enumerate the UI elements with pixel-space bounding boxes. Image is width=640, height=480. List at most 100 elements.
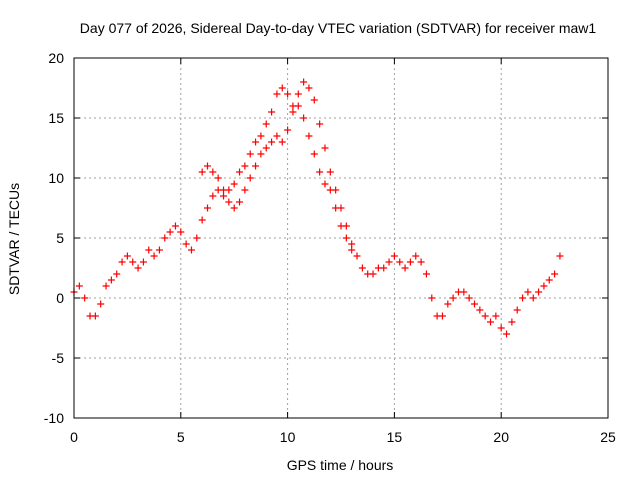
- data-point: [171, 222, 179, 230]
- data-point: [161, 234, 169, 242]
- data-point: [75, 282, 83, 290]
- data-point: [508, 318, 516, 326]
- data-point: [252, 162, 260, 170]
- data-point: [348, 240, 356, 248]
- grid-lines: [74, 58, 608, 418]
- data-point: [545, 276, 553, 284]
- data-point: [316, 120, 324, 128]
- data-point: [487, 318, 495, 326]
- data-point: [81, 294, 89, 302]
- data-point: [113, 270, 121, 278]
- y-tick-label: 0: [56, 290, 64, 306]
- data-point: [145, 246, 153, 254]
- x-tick-label: 10: [280, 429, 296, 445]
- data-point: [155, 246, 163, 254]
- data-point: [129, 258, 137, 266]
- data-point: [310, 96, 318, 104]
- data-point: [519, 294, 527, 302]
- y-axis-label: SDTVAR / TECUs: [6, 183, 22, 295]
- data-point: [428, 294, 436, 302]
- x-axis-label: GPS time / hours: [287, 457, 394, 473]
- data-point: [284, 90, 292, 98]
- data-point: [118, 258, 126, 266]
- data-point: [406, 258, 414, 266]
- data-point: [438, 312, 446, 320]
- data-point: [187, 246, 195, 254]
- x-tick-label: 0: [70, 429, 78, 445]
- data-point: [139, 258, 147, 266]
- series-group: [198, 102, 356, 254]
- data-point: [513, 306, 521, 314]
- data-point: [497, 324, 505, 332]
- data-point: [230, 204, 238, 212]
- y-tick-label: 20: [48, 50, 64, 66]
- data-point: [294, 102, 302, 110]
- data-point: [278, 84, 286, 92]
- data-point: [198, 216, 206, 224]
- y-tick-label: -5: [52, 350, 65, 366]
- data-point: [337, 222, 345, 230]
- data-point: [524, 288, 532, 296]
- data-point: [300, 78, 308, 86]
- data-point: [214, 174, 222, 182]
- data-point: [289, 108, 297, 116]
- data-point: [252, 138, 260, 146]
- data-point: [353, 252, 361, 260]
- data-point: [273, 90, 281, 98]
- data-point: [294, 90, 302, 98]
- data-point: [417, 258, 425, 266]
- data-point: [236, 168, 244, 176]
- data-point: [465, 294, 473, 302]
- data-point: [257, 150, 265, 158]
- y-tick-label: 5: [56, 230, 64, 246]
- y-tick-label: -10: [44, 410, 64, 426]
- data-point: [262, 144, 270, 152]
- data-point: [358, 264, 366, 272]
- data-point: [551, 270, 559, 278]
- data-point: [321, 144, 329, 152]
- x-tick-label: 15: [387, 429, 403, 445]
- data-point: [220, 192, 228, 200]
- data-point: [326, 186, 334, 194]
- x-tick-label: 25: [600, 429, 616, 445]
- data-point: [342, 234, 350, 242]
- data-point: [284, 126, 292, 134]
- data-point: [444, 300, 452, 308]
- data-point: [535, 288, 543, 296]
- data-point: [241, 186, 249, 194]
- series-group: [70, 78, 564, 338]
- data-point: [380, 264, 388, 272]
- y-tick-label: 15: [48, 110, 64, 126]
- data-point: [460, 288, 468, 296]
- data-point: [385, 258, 393, 266]
- data-point: [332, 204, 340, 212]
- data-point: [102, 282, 110, 290]
- data-point: [305, 84, 313, 92]
- data-points: [70, 78, 564, 338]
- data-point: [177, 228, 185, 236]
- chart-title: Day 077 of 2026, Sidereal Day-to-day VTE…: [80, 20, 597, 36]
- data-point: [401, 264, 409, 272]
- data-point: [390, 252, 398, 260]
- data-point: [300, 114, 308, 122]
- data-point: [471, 300, 478, 308]
- data-point: [396, 258, 404, 266]
- data-point: [481, 312, 489, 320]
- data-point: [193, 234, 201, 242]
- y-tick-label: 10: [48, 170, 64, 186]
- data-point: [107, 276, 115, 284]
- data-point: [321, 180, 329, 188]
- x-tick-label: 20: [493, 429, 509, 445]
- data-point: [556, 252, 564, 260]
- data-point: [273, 132, 281, 140]
- data-point: [123, 252, 131, 260]
- data-point: [529, 294, 537, 302]
- data-point: [220, 186, 228, 194]
- data-point: [182, 240, 190, 248]
- data-point: [262, 120, 270, 128]
- data-point: [209, 192, 217, 200]
- data-point: [503, 330, 511, 338]
- data-point: [246, 174, 254, 182]
- data-point: [412, 252, 420, 260]
